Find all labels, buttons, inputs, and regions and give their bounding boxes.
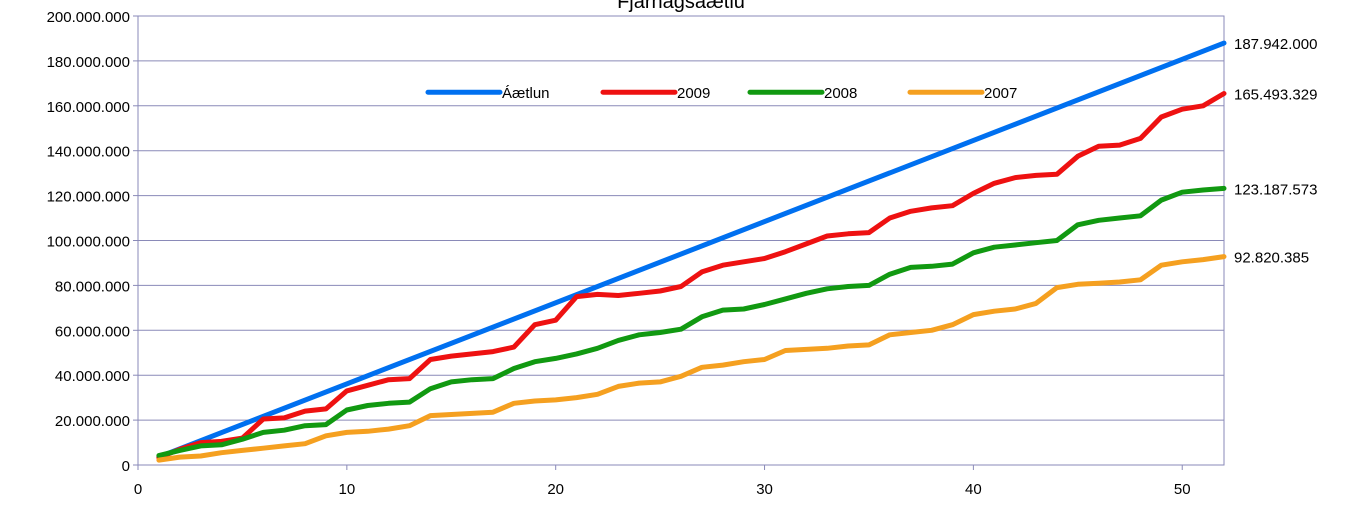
legend-label-3: 2007 [984, 85, 1017, 102]
y-tick-label: 200.000.000 [47, 9, 130, 26]
legend-label-1: 2009 [677, 85, 710, 102]
y-tick-label: 0 [122, 458, 130, 475]
end-labels: 187.942.000 165.493.329 123.187.573 92.820.… [1234, 36, 1317, 267]
end-label-2: 123.187.573 [1234, 181, 1317, 198]
chart-title: Fjárhagsáætlu [617, 0, 745, 13]
series-line-2 [156, 185, 1227, 459]
legend-label-0: Áætlun [502, 85, 550, 102]
series-lines [156, 40, 1227, 463]
legend-label-2: 2008 [824, 85, 857, 102]
x-tick-label: 50 [1174, 481, 1191, 498]
y-tick-label: 180.000.000 [47, 54, 130, 71]
x-tick-label: 0 [134, 481, 142, 498]
end-label-0: 187.942.000 [1234, 36, 1317, 53]
y-tick-label: 40.000.000 [55, 368, 130, 385]
grid-lines [138, 15, 1224, 421]
y-tick-label: 60.000.000 [55, 323, 130, 340]
y-tick-label: 140.000.000 [47, 144, 130, 161]
y-tick-label: 80.000.000 [55, 278, 130, 295]
x-tick-label: 20 [547, 481, 564, 498]
y-tick-label: 20.000.000 [55, 413, 130, 430]
y-tick-label: 100.000.000 [47, 234, 130, 251]
y-tick-label: 120.000.000 [47, 189, 130, 206]
end-label-1: 165.493.329 [1234, 86, 1317, 103]
series-line-1 [156, 91, 1227, 461]
x-tick-label: 30 [756, 481, 773, 498]
x-tick-label: 40 [965, 481, 982, 498]
series-line-3 [156, 254, 1227, 463]
legend: Áætlun 2009 2008 2007 [425, 85, 1017, 102]
axes: 0 20.000.000 40.000.000 60.000.000 80.000.00… [47, 9, 1191, 498]
series-line-0 [156, 40, 1227, 460]
end-label-3: 92.820.385 [1234, 250, 1309, 267]
y-tick-label: 160.000.000 [47, 99, 130, 116]
x-tick-label: 10 [339, 481, 356, 498]
